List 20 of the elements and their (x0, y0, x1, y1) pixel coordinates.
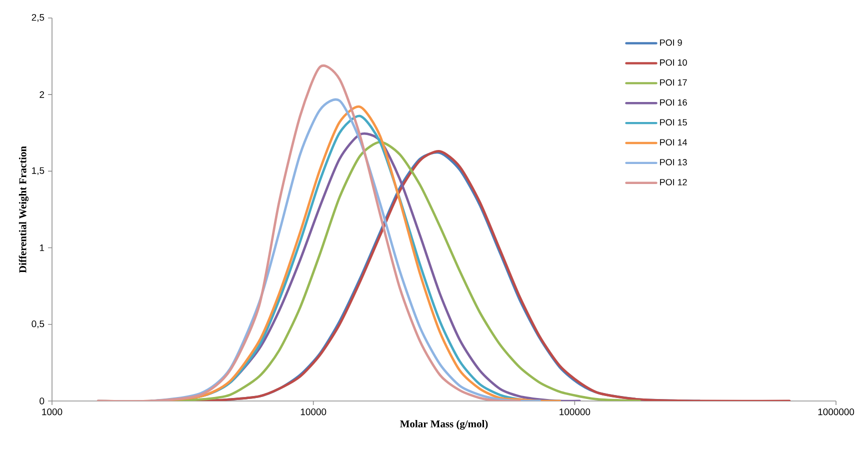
x-axis-title: Molar Mass (g/mol) (400, 420, 488, 430)
x-tick-label: 100000 (560, 408, 590, 416)
y-tick-label: 2 (40, 91, 44, 98)
y-tick-label: 1,5 (32, 167, 44, 176)
y-tick-label: 0 (40, 398, 44, 404)
legend-label: POI 16 (660, 99, 687, 106)
x-tick-label: 1000 (42, 408, 62, 416)
x-tick-label: 10000 (300, 408, 326, 416)
x-tick-label: 1000000 (818, 408, 854, 416)
legend-label: POI 15 (660, 119, 687, 126)
y-tick-label: 0,5 (32, 320, 44, 328)
legend-label: POI 14 (660, 139, 688, 146)
legend-label: POI 13 (660, 159, 687, 166)
y-tick-label: 2,5 (32, 14, 44, 22)
y-axis-title: Differential Weight Fraction (18, 146, 29, 273)
y-tick-label: 1 (40, 244, 44, 252)
legend-label: POI 17 (660, 79, 687, 86)
legend-label: POI 9 (660, 39, 682, 46)
legend-label: POI 12 (660, 178, 687, 186)
legend-label: POI 10 (660, 59, 687, 66)
